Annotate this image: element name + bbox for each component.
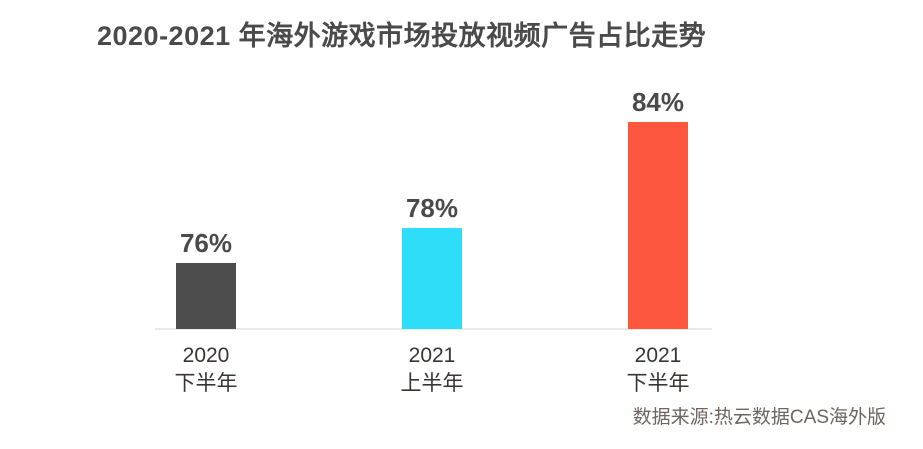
bar-group-2021-h2: 84% 2021 下半年 — [598, 0, 718, 449]
category-year: 2021 — [634, 344, 682, 367]
category-half: 下半年 — [626, 372, 690, 395]
category-year: 2020 — [182, 344, 230, 367]
category-label: 2021 下半年 — [598, 342, 718, 398]
category-half: 下半年 — [174, 372, 238, 395]
bar-rect — [628, 122, 688, 329]
category-year: 2021 — [408, 344, 456, 367]
bar-rect — [402, 228, 462, 329]
bar-rect — [176, 263, 236, 329]
category-half: 上半年 — [400, 372, 464, 395]
bar-value-label: 84% — [631, 87, 685, 117]
x-axis-line — [155, 328, 712, 330]
data-source-note: 数据来源:热云数据CAS海外版 — [632, 407, 886, 428]
bar-group-2021-h1: 78% 2021 上半年 — [372, 0, 492, 449]
chart-title: 2020-2021 年海外游戏市场投放视频广告占比走势 — [97, 21, 707, 51]
bar-value-label: 76% — [179, 228, 233, 258]
category-label: 2021 上半年 — [372, 342, 492, 398]
bar-group-2020-h2: 76% 2020 下半年 — [146, 0, 266, 449]
category-label: 2020 下半年 — [146, 342, 266, 398]
bar-value-label: 78% — [405, 193, 459, 223]
